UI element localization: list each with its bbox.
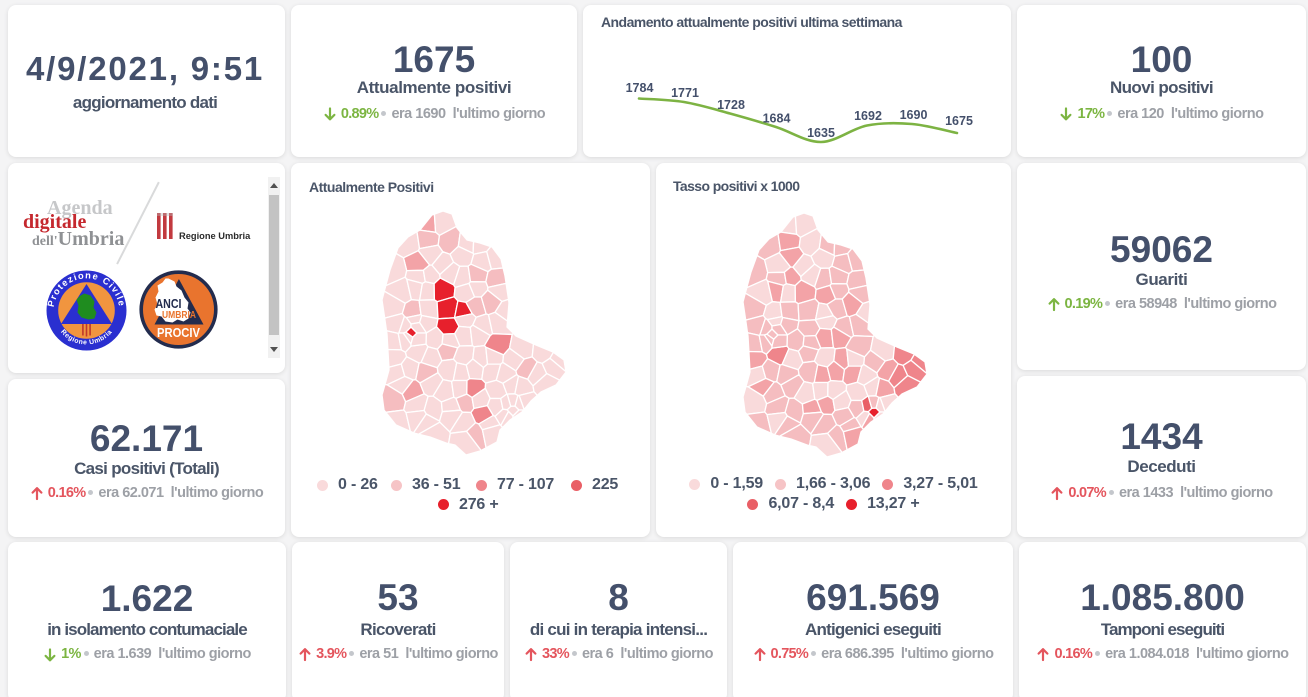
svg-text:1771: 1771 bbox=[671, 86, 699, 100]
svg-text:1784: 1784 bbox=[626, 81, 654, 95]
svg-text:1675: 1675 bbox=[945, 114, 973, 128]
svg-text:PROCIV: PROCIV bbox=[157, 326, 201, 340]
svg-text:1692: 1692 bbox=[854, 109, 882, 123]
svg-text:UMBRIA: UMBRIA bbox=[162, 309, 196, 321]
svg-text:ANCI: ANCI bbox=[156, 297, 182, 311]
svg-text:1684: 1684 bbox=[763, 111, 791, 125]
svg-text:1690: 1690 bbox=[900, 108, 928, 122]
svg-text:1635: 1635 bbox=[807, 126, 835, 140]
svg-text:1728: 1728 bbox=[717, 98, 745, 112]
